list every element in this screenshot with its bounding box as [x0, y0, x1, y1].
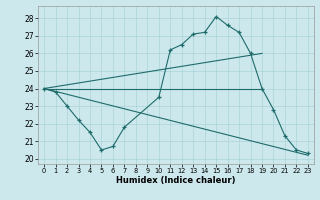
X-axis label: Humidex (Indice chaleur): Humidex (Indice chaleur) — [116, 176, 236, 185]
